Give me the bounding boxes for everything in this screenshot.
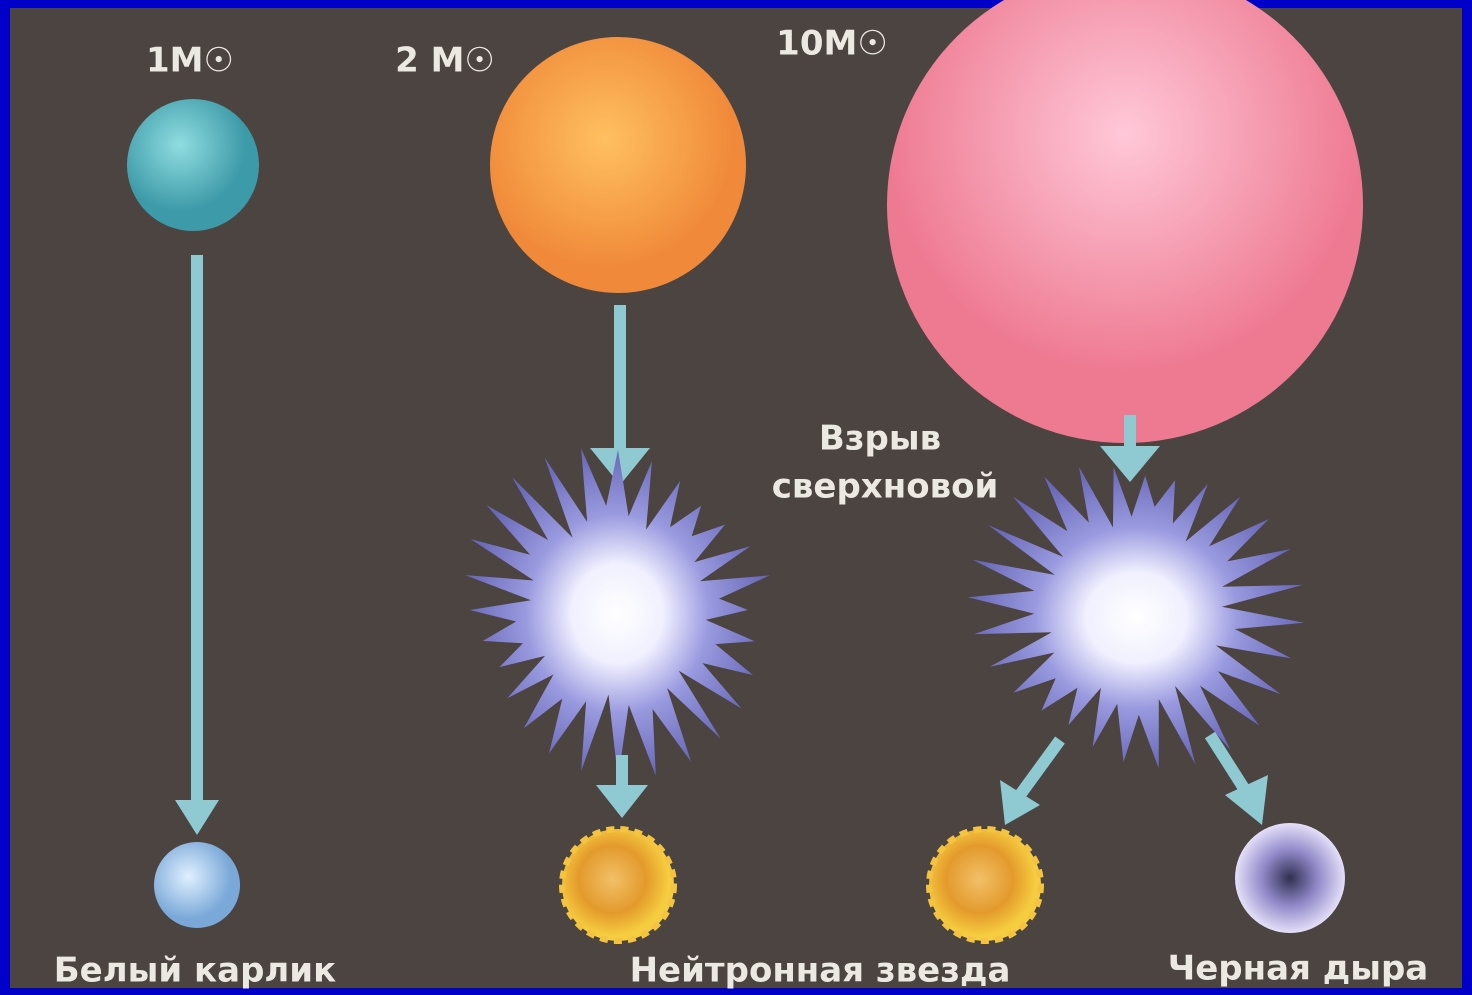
outcome-label: Нейтронная звезда: [630, 951, 1011, 991]
black-hole: [1235, 823, 1345, 933]
supernova-label: сверхновой: [772, 467, 999, 507]
outcome-label: Белый карлик: [54, 951, 336, 991]
neutron-star: [929, 829, 1041, 941]
diagram: 1M☉ 2 M☉ 10M☉ Взрыв сверхновой Белый кар…: [0, 0, 1472, 995]
mass-label: 1M☉: [146, 41, 234, 81]
page: 1M☉ 2 M☉ 10M☉ Взрыв сверхновой Белый кар…: [0, 0, 1472, 995]
mass-label: 2 M☉: [395, 41, 495, 81]
star-1: [127, 99, 259, 231]
supernova-label: Взрыв: [819, 419, 941, 459]
neutron-star: [562, 829, 674, 941]
white-dwarf: [154, 842, 240, 928]
outcome-label: Черная дыра: [1168, 949, 1428, 989]
star-2: [490, 37, 746, 293]
mass-label: 10M☉: [776, 24, 888, 64]
